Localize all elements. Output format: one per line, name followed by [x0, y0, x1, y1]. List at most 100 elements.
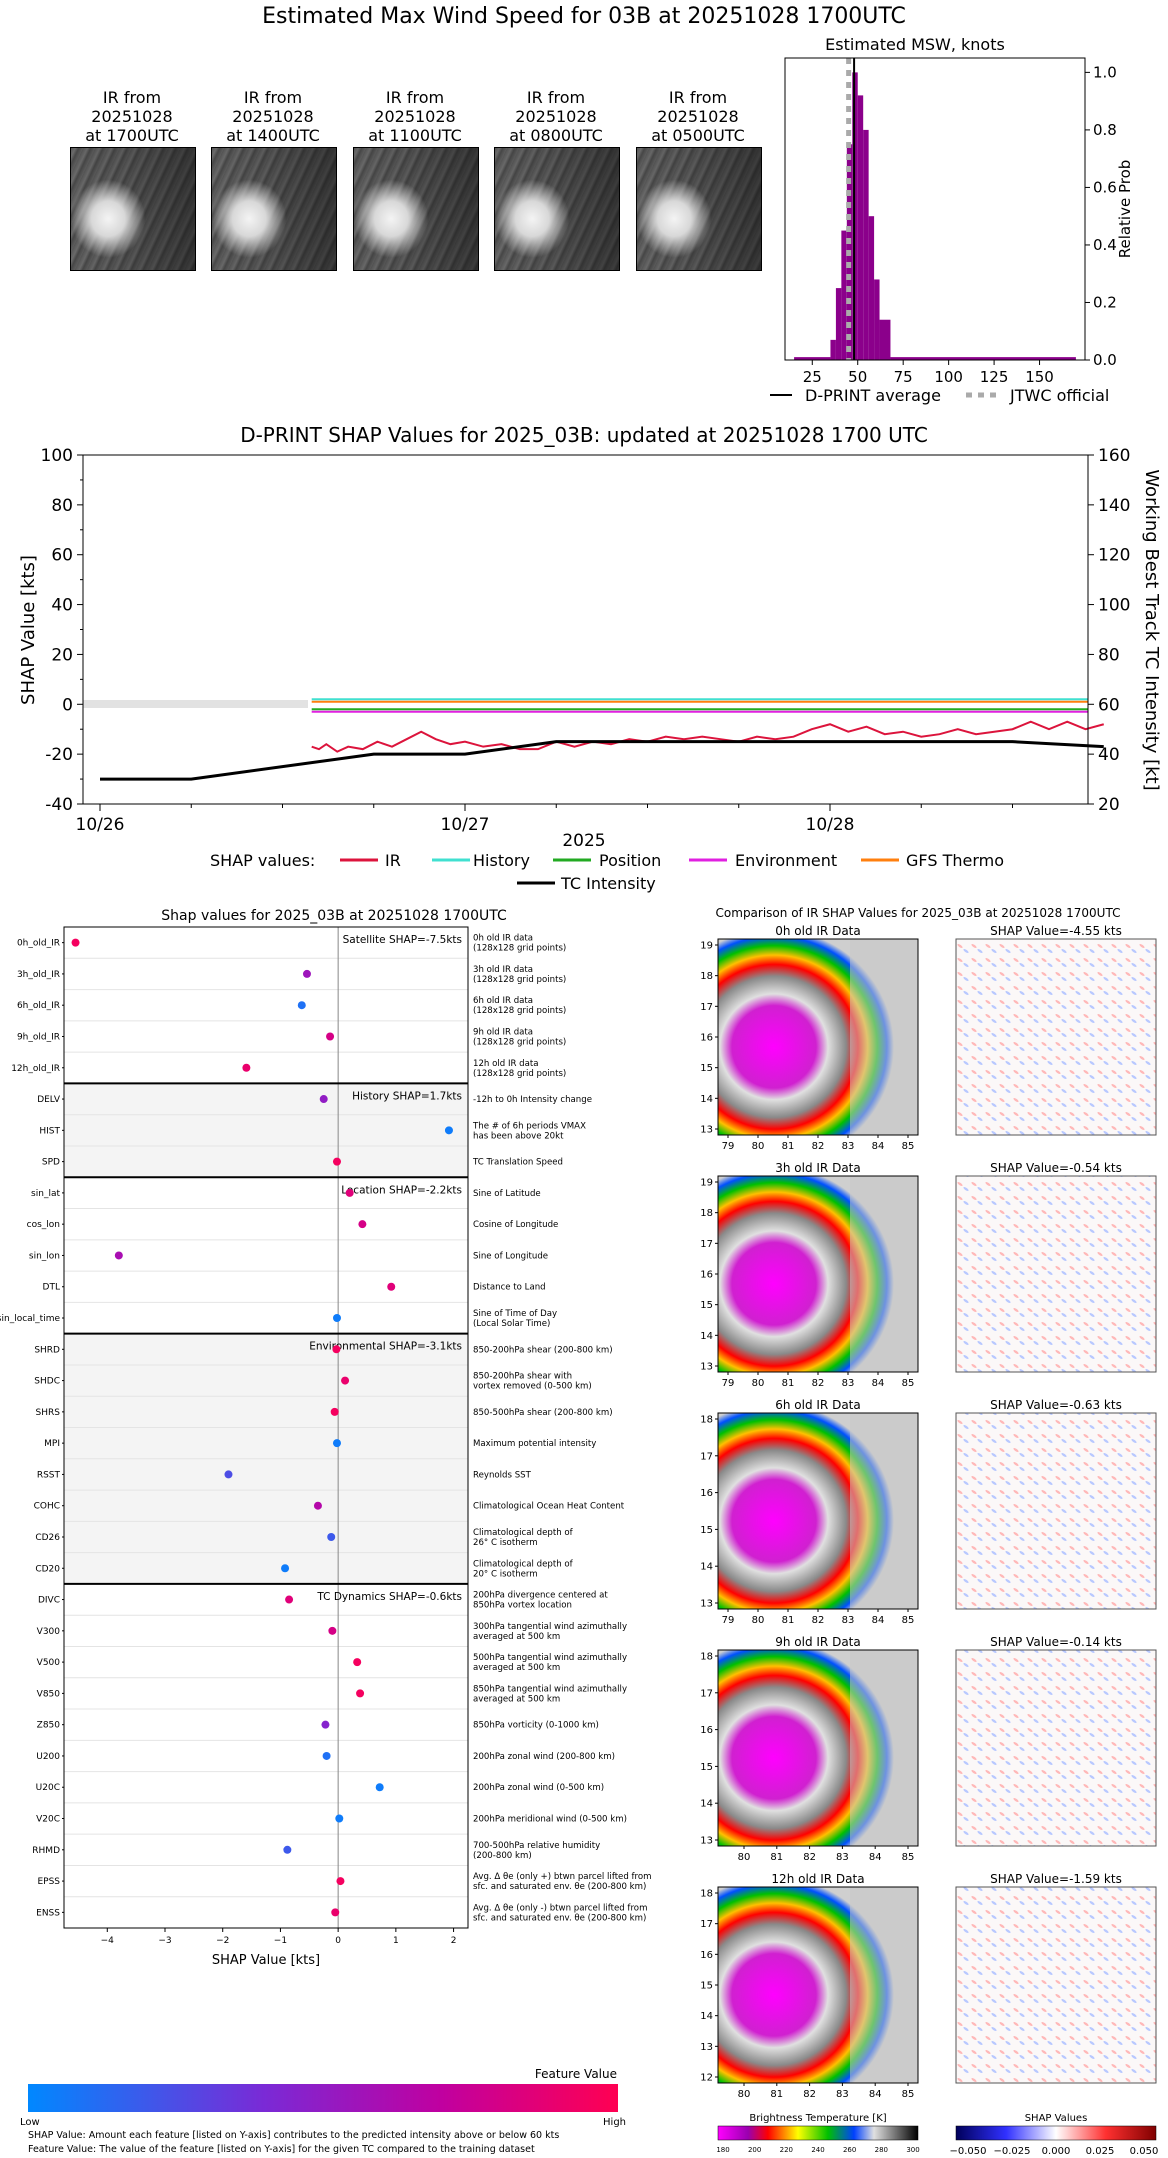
- ir-y-tick-label: 17: [700, 1002, 713, 1013]
- feature-description: (128x128 grid points): [473, 1006, 566, 1016]
- ir-x-tick-label: 79: [722, 1615, 735, 1626]
- shap-colorbar: [955, 2125, 1157, 2141]
- feature-dot: [281, 1564, 290, 1573]
- feature-name: SHRD: [34, 1345, 60, 1355]
- ir-thumbnail-caption: IR from 20251028 at 0500UTC: [626, 88, 770, 145]
- timeseries-y2-tick-label: 160: [1098, 446, 1130, 466]
- shap-colorbar-title: SHAP Values: [1025, 2113, 1088, 2124]
- ir-y-tick-label: 15: [700, 1525, 713, 1536]
- timeseries-y2-tick-label: 120: [1098, 546, 1130, 566]
- feature-description: The # of 6h periods VMAX: [472, 1121, 586, 1131]
- feature-description: 200hPa divergence centered at: [473, 1591, 608, 1601]
- ir-x-tick-label: 79: [722, 1378, 735, 1389]
- feature-x-tick-label: 0: [335, 1936, 341, 1946]
- feature-name: DTL: [43, 1283, 60, 1293]
- histogram-bar: [835, 288, 842, 360]
- timeseries-y2-tick-label: 100: [1098, 596, 1130, 616]
- group-label: Location SHAP=-2.2kts: [341, 1184, 462, 1196]
- timeseries-x-tick-label: 10/26: [76, 815, 125, 835]
- feature-name: SHRS: [36, 1408, 61, 1418]
- ir-panel-clear-sky: [850, 939, 918, 1135]
- feature-description: 12h old IR data: [473, 1059, 539, 1069]
- ir-x-tick-label: 81: [782, 1378, 795, 1389]
- msw-histogram-chart: Estimated MSW, knots 25 50 75 100 125 150 0.0…: [770, 35, 1134, 405]
- caption-line3: at 1400UTC: [226, 126, 320, 145]
- feature-name: U200: [36, 1752, 60, 1762]
- histogram-x-tick-label: 125: [980, 368, 1009, 386]
- timeseries-y2-ticks: 20 40 60 80 100 120 140 160: [1088, 446, 1130, 815]
- bt-tick-label: 300: [906, 2146, 919, 2154]
- shap-panel-image: [955, 1649, 1157, 1847]
- feature-name: MPI: [44, 1439, 60, 1449]
- caption-line2: 20251028: [374, 107, 456, 126]
- histogram-y-tick-label: 0.0: [1093, 351, 1117, 369]
- ir-x-tick-label: 82: [803, 1852, 816, 1863]
- feature-dot: [71, 938, 80, 947]
- ir-x-tick-label: 81: [782, 1141, 795, 1152]
- ir-y-tick-label: 17: [700, 1239, 713, 1250]
- histogram-bar: [863, 129, 869, 360]
- ir-y-tick-label: 18: [700, 1208, 713, 1219]
- histogram-y-tick-label: 0.6: [1093, 178, 1117, 196]
- ir-x-tick-label: 85: [902, 1141, 915, 1152]
- timeseries-y-tick-label: 60: [51, 546, 73, 566]
- feature-name: DELV: [37, 1095, 61, 1105]
- ir-x-tick-label: 83: [836, 1852, 849, 1863]
- feature-description: Sine of Time of Day: [473, 1309, 557, 1319]
- ir-thumbnail-image: [211, 147, 337, 271]
- ir-panel-title: 9h old IR Data: [775, 1635, 861, 1649]
- feature-name: 3h_old_IR: [17, 970, 60, 980]
- ir-y-tick-label: 16: [700, 1725, 713, 1736]
- feature-colorbar: [28, 2084, 618, 2112]
- feature-description: sfc. and saturated env. θe (200-800 km): [473, 1913, 646, 1923]
- ir-x-tick-label: 80: [738, 2089, 751, 2100]
- ir-x-tick-label: 82: [812, 1378, 825, 1389]
- feature-description: 700-500hPa relative humidity: [473, 1841, 600, 1851]
- ir-x-tick-label: 83: [836, 2089, 849, 2100]
- bt-tick-label: 280: [875, 2146, 888, 2154]
- histogram-y-tick-label: 0.8: [1093, 121, 1117, 139]
- ir-y-tick-label: 14: [700, 1331, 713, 1342]
- feature-name: sin_local_time: [0, 1314, 60, 1324]
- colorbar-low-label: Low: [20, 2117, 40, 2128]
- legend-label-tc-intensity: TC Intensity: [560, 874, 656, 893]
- footnote-line-2: Feature Value: The value of the feature …: [28, 2144, 535, 2155]
- feature-dot: [332, 1157, 341, 1166]
- feature-name: HIST: [39, 1126, 60, 1136]
- colorbar-title: Feature Value: [535, 2067, 617, 2081]
- feature-name: CD20: [35, 1564, 60, 1574]
- ir-panel-clear-sky: [850, 1176, 918, 1372]
- feature-description: 6h old IR data: [473, 996, 533, 1006]
- feature-description: (128x128 grid points): [473, 975, 566, 985]
- feature-dot: [326, 1032, 335, 1041]
- feature-description: 850hPa tangential wind azimuthally: [473, 1684, 627, 1694]
- timeseries-xlabel: 2025: [562, 831, 605, 851]
- feature-name: V300: [37, 1627, 61, 1637]
- feature-descriptions: 0h old IR data(128x128 grid points)3h ol…: [472, 934, 652, 1924]
- feature-description: 20° C isotherm: [473, 1569, 538, 1579]
- feature-dots: [71, 938, 453, 1917]
- feature-name: 0h_old_IR: [17, 939, 60, 949]
- histogram-ylabel: Relative Prob: [1116, 160, 1134, 259]
- feature-description: (200-800 km): [473, 1851, 532, 1861]
- feature-xlabel: SHAP Value [kts]: [212, 1953, 320, 1968]
- feature-dot: [283, 1845, 292, 1854]
- histogram-y-tick-label: 0.2: [1093, 293, 1117, 311]
- feature-description: (128x128 grid points): [473, 1069, 566, 1079]
- feature-name: 6h_old_IR: [17, 1001, 60, 1011]
- shap-panel-title: SHAP Value=-0.54 kts: [990, 1161, 1122, 1175]
- feature-dot: [321, 1720, 330, 1729]
- timeseries-x-tick-label: 10/27: [441, 815, 490, 835]
- ir-x-tick-label: 81: [782, 1615, 795, 1626]
- feature-description: Climatological depth of: [473, 1528, 574, 1538]
- ir-y-tick-label: 13: [700, 1836, 713, 1847]
- feature-description: -12h to 0h Intensity change: [473, 1095, 592, 1105]
- page-title: Estimated Max Wind Speed for 03B at 2025…: [262, 4, 906, 29]
- bt-tick-label: 200: [748, 2146, 761, 2154]
- feature-dot: [332, 1314, 341, 1323]
- shap-tick-label: −0.025: [993, 2146, 1030, 2157]
- ir-y-tick-label: 14: [700, 1799, 713, 1810]
- feature-description: averaged at 500 km: [473, 1663, 560, 1673]
- ir-panel-title: 6h old IR Data: [775, 1398, 861, 1412]
- feature-dot: [327, 1532, 336, 1541]
